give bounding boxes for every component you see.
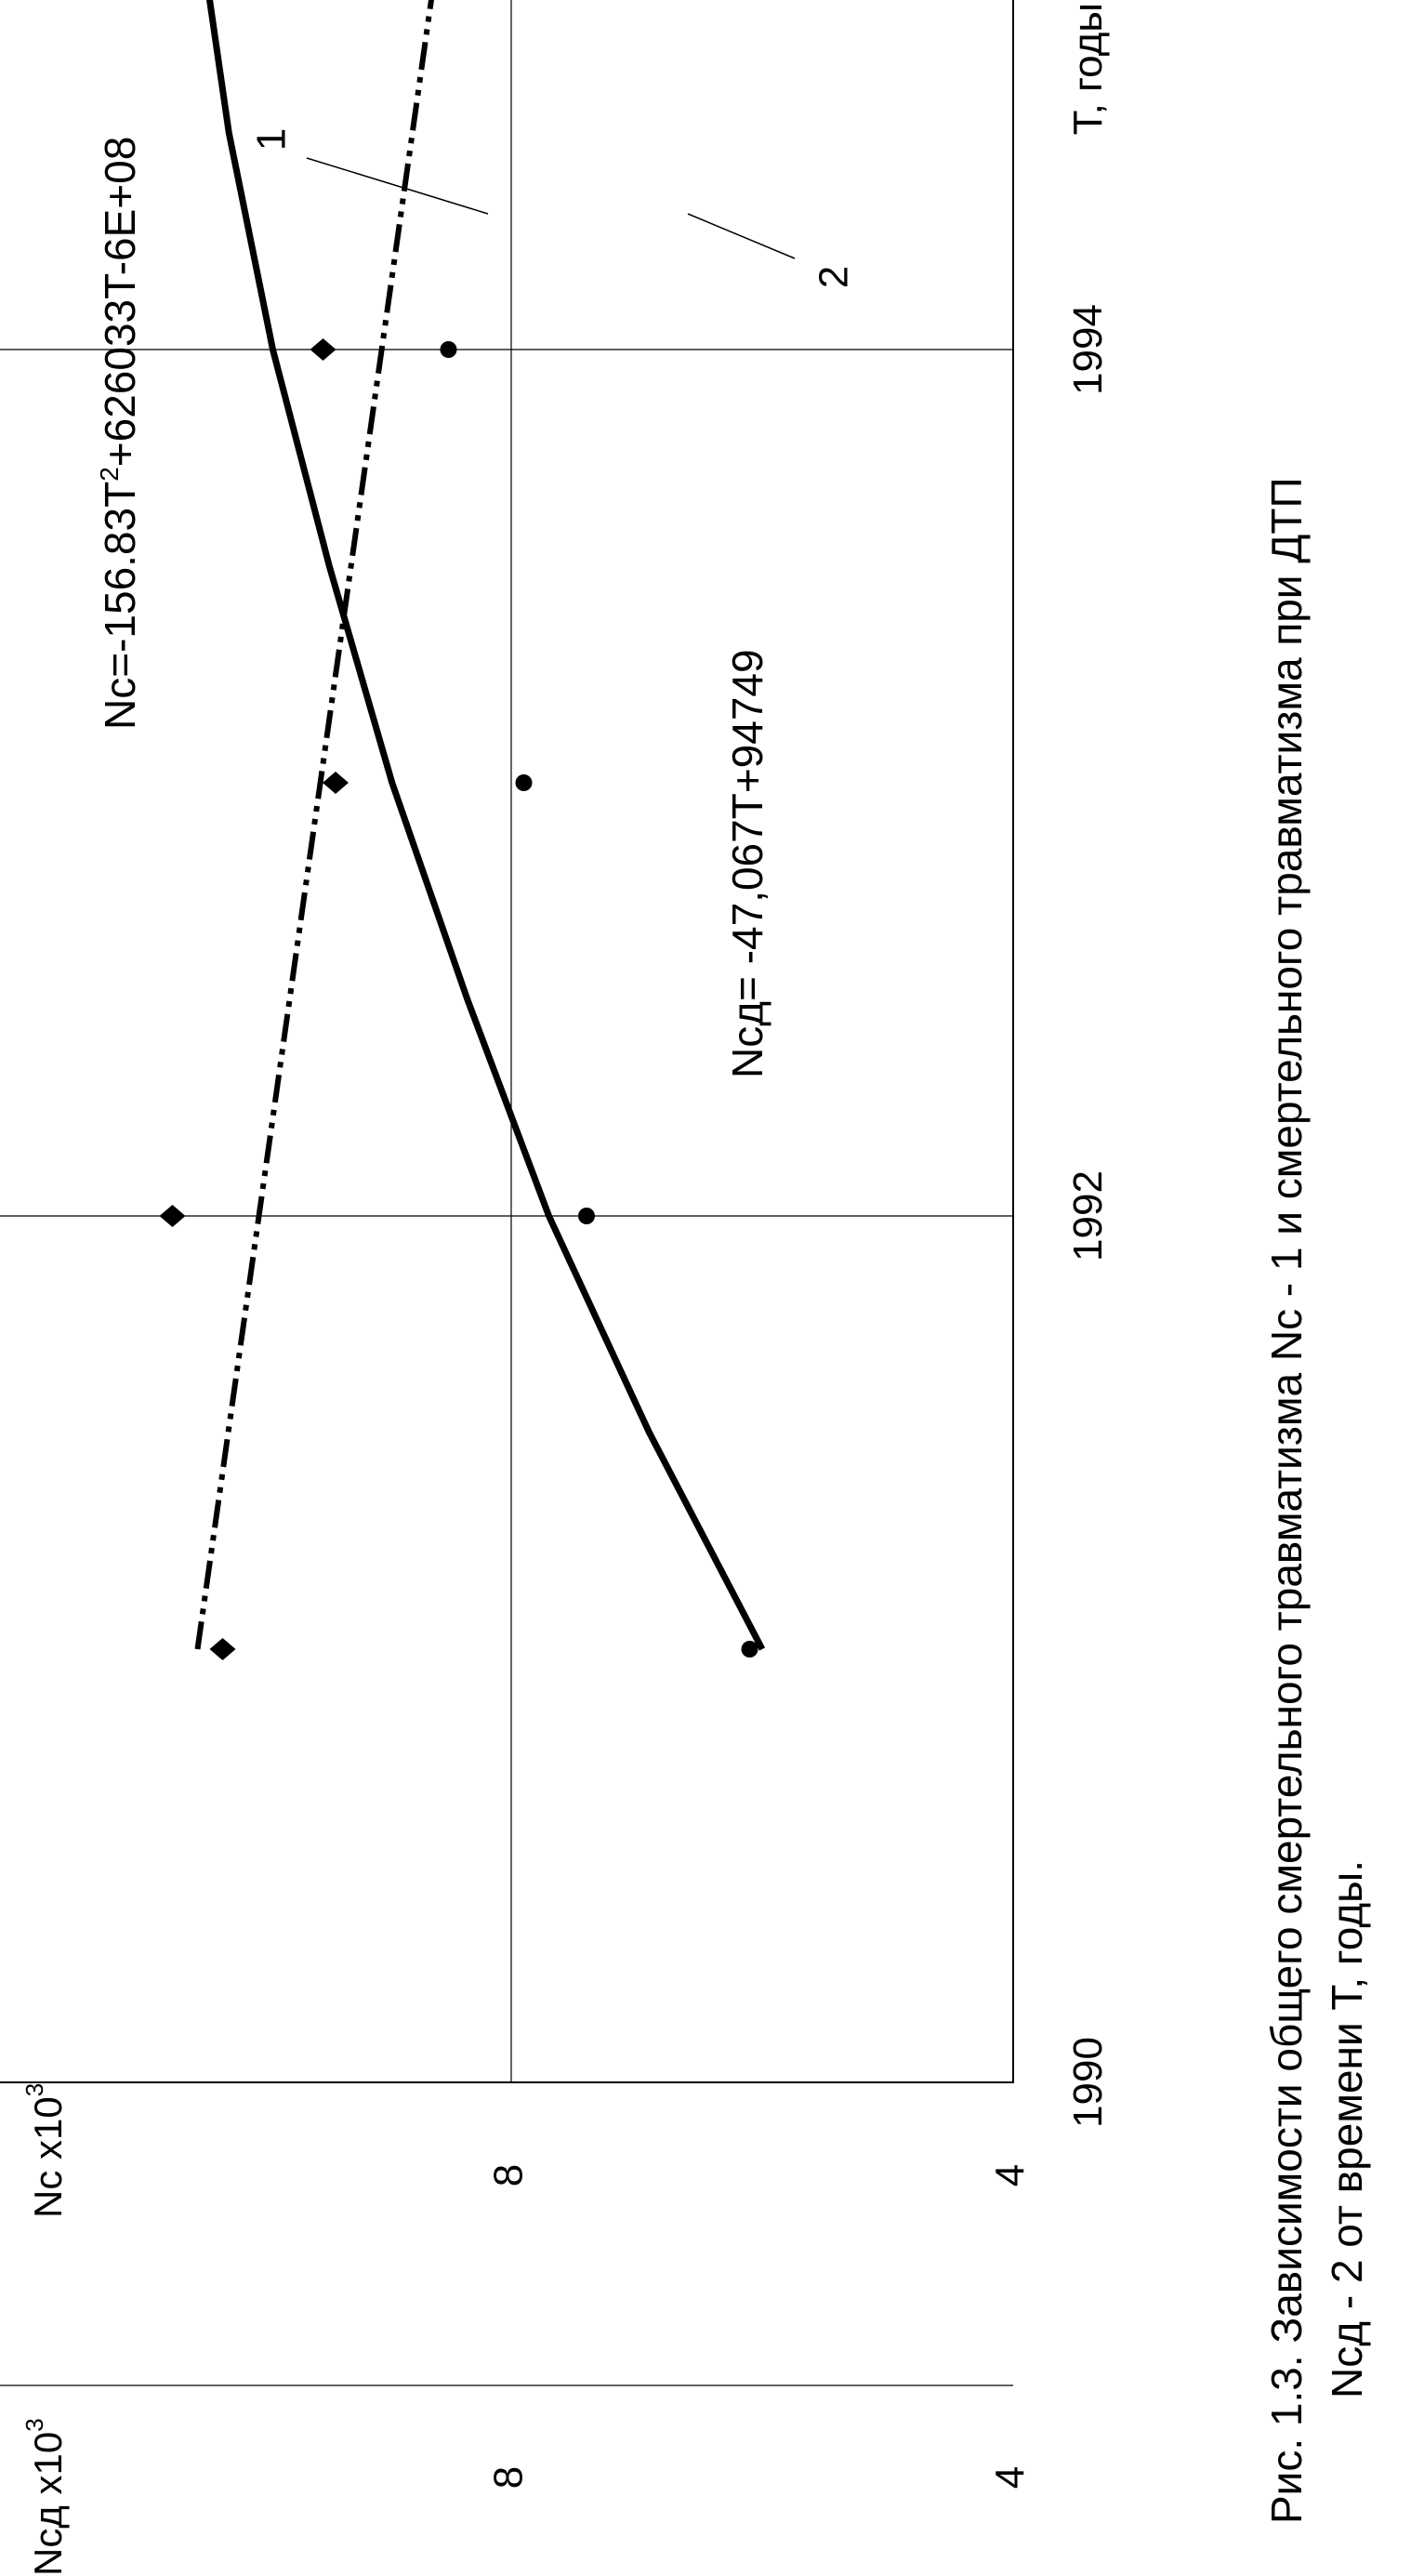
ylabel-road-main: Ncд x10 <box>26 2432 70 2576</box>
x-tick-label-1: 1992 <box>1065 1170 1111 1262</box>
y-axis-ticks: 4 4 8 8 <box>486 2164 1034 2489</box>
trend-curves <box>194 0 766 1651</box>
y-tick-label-total-4: 4 <box>988 2164 1034 2186</box>
ylabel-total-text: Nc x103 <box>20 2083 70 2218</box>
point-series-1-2 <box>515 774 533 791</box>
equation-total-main: Nc=-156.83T <box>96 482 144 730</box>
x-tick-label-2: 1994 <box>1065 304 1111 395</box>
y-tick-label-road-8: 8 <box>486 2466 532 2489</box>
ylabel-road-exp: 3 <box>20 2418 48 2431</box>
leader-line-2 <box>687 213 796 259</box>
ylabel-total-exp: 3 <box>20 2083 48 2096</box>
y-tick-label-road-4: 4 <box>988 2466 1034 2489</box>
point-series-1-3 <box>440 341 457 358</box>
caption-line-2: Ncд - 2 от времени T, годы. <box>1323 1860 1371 2398</box>
equation-road: Ncд= -47,067T+94749 <box>723 649 771 1078</box>
ylabel-total: Nc x103 <box>20 2083 70 2218</box>
curve-label-2: 2 <box>811 266 857 288</box>
point-series-1-1 <box>578 1208 595 1224</box>
x-axis-label: T, годы <box>1065 3 1111 135</box>
equation-total: Nc=-156.83T2+626033T-6E+08 <box>95 137 144 730</box>
leader-line-1 <box>306 157 489 215</box>
equation-total-exp: 2 <box>95 467 124 482</box>
grid <box>0 0 1013 2083</box>
x-axis-ticks: 19901992199419961998 <box>1065 304 1111 2128</box>
ylabel-road-text: Ncд x103 <box>20 2418 70 2576</box>
point-series-2-0 <box>209 1638 236 1660</box>
curve-series-2 <box>194 0 434 1650</box>
curve-series-1 <box>206 0 766 1651</box>
equation-total-text: Nc=-156.83T2+626033T-6E+08 <box>95 137 144 730</box>
ylabel-total-main: Nc x10 <box>26 2096 70 2218</box>
point-series-2-3 <box>310 338 336 361</box>
curve-label-1: 1 <box>249 128 295 151</box>
ylabel-road: Ncд x103 <box>20 2418 70 2576</box>
figure-caption: Рис. 1.3. Зависимости общего смертельног… <box>1262 477 1371 2524</box>
data-markers <box>159 338 758 1660</box>
caption-line-1: Рис. 1.3. Зависимости общего смертельног… <box>1262 477 1311 2524</box>
point-series-2-2 <box>323 772 349 794</box>
plot-area <box>0 0 1014 2083</box>
equation-total-rest: +626033T-6E+08 <box>96 137 144 468</box>
point-series-1-0 <box>741 1641 758 1658</box>
x-tick-label-0: 1990 <box>1065 2037 1111 2128</box>
plot-frame <box>0 0 1014 2083</box>
point-series-2-1 <box>159 1205 186 1227</box>
y-tick-label-total-8: 8 <box>486 2164 532 2186</box>
